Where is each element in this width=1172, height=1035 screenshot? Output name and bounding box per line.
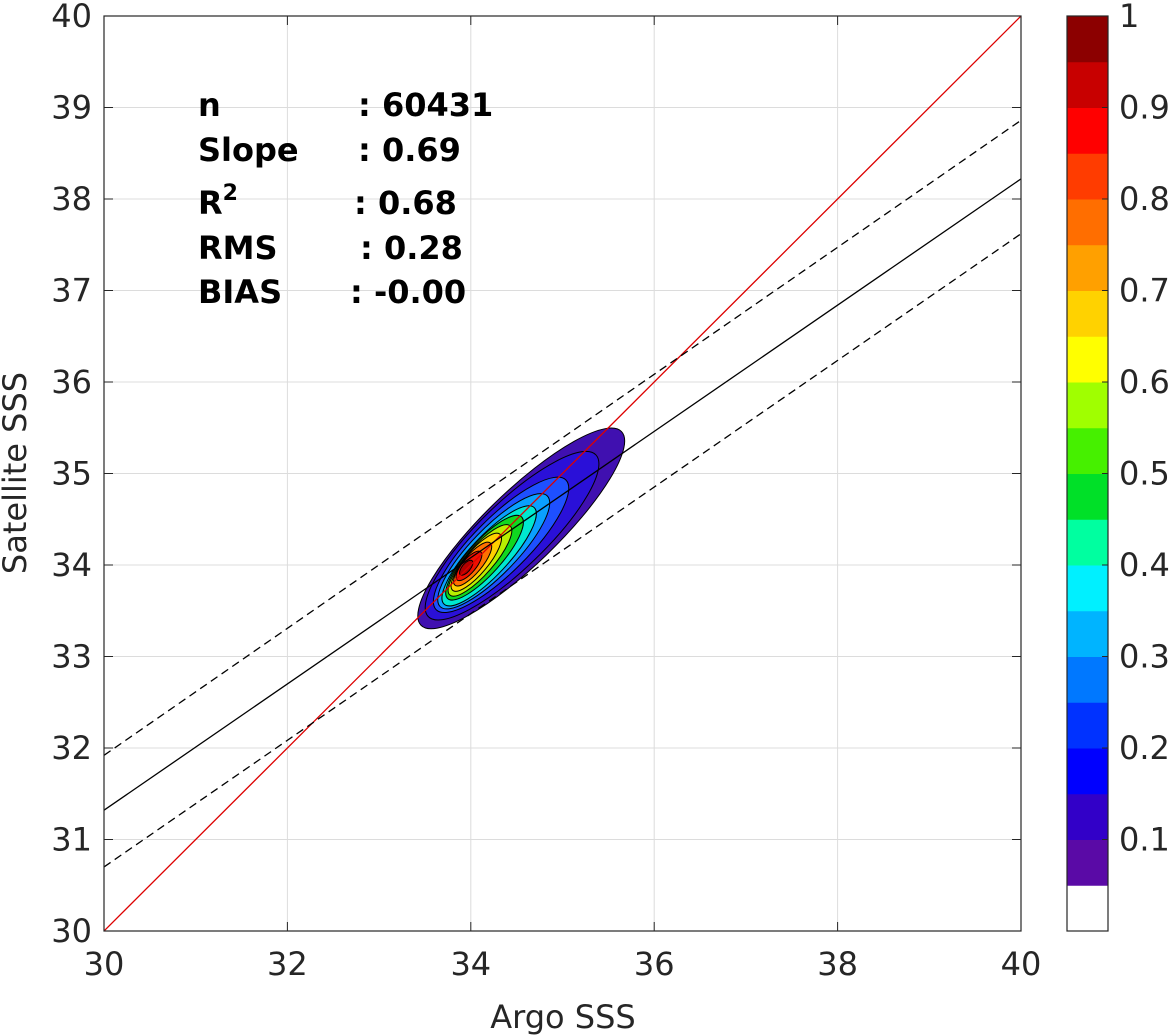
colorbar-tick-label: 1 bbox=[1119, 0, 1139, 35]
colorbar-segment bbox=[1067, 565, 1108, 612]
upper-bound-line bbox=[104, 119, 1021, 756]
y-tick-label: 36 bbox=[51, 363, 92, 401]
colorbar-tick-label: 0.3 bbox=[1119, 638, 1170, 676]
x-tick-label: 38 bbox=[817, 945, 858, 983]
density-contours bbox=[417, 427, 626, 630]
stat-value: : 0.68 bbox=[354, 184, 457, 222]
y-tick-label: 35 bbox=[51, 455, 92, 493]
colorbar-segment bbox=[1067, 336, 1108, 383]
y-tick-label: 37 bbox=[51, 272, 92, 310]
colorbar-segment bbox=[1067, 61, 1108, 108]
colorbar-segment bbox=[1067, 519, 1108, 566]
colorbar-segment bbox=[1067, 199, 1108, 246]
colorbar-tick-label: 0.5 bbox=[1119, 455, 1170, 493]
stat-value: : 0.28 bbox=[360, 229, 463, 267]
colorbar-segment bbox=[1067, 473, 1108, 520]
stat-value: : 60431 bbox=[358, 86, 493, 124]
y-tick-label: 39 bbox=[51, 89, 92, 127]
colorbar-segment bbox=[1067, 244, 1108, 291]
x-tick-label: 40 bbox=[1001, 945, 1042, 983]
colorbar-tick-label: 0.8 bbox=[1119, 180, 1170, 218]
y-tick-label: 31 bbox=[51, 821, 92, 859]
x-axis-label: Argo SSS bbox=[490, 998, 635, 1035]
colorbar-tick-label: 0.2 bbox=[1119, 729, 1170, 767]
fit-lines bbox=[104, 16, 1021, 931]
colorbar-segment bbox=[1067, 793, 1108, 840]
y-tick-label: 32 bbox=[51, 729, 92, 767]
colorbar-segment bbox=[1067, 153, 1108, 200]
colorbar-segment bbox=[1067, 885, 1108, 932]
stat-label: n bbox=[198, 86, 221, 124]
axes: 30 32 34 36 38 40 30 31 32 33 34 35 36 37 38 39 40 bbox=[51, 0, 1041, 983]
colorbar-segment bbox=[1067, 427, 1108, 474]
colorbar: 0.1 0.2 0.3 0.4 0.5 0.6 0.7 0.8 0.9 1 bbox=[1066, 0, 1170, 932]
one-to-one-line bbox=[104, 16, 1021, 931]
colorbar-segment bbox=[1067, 839, 1108, 886]
colorbar-tick-label: 0.1 bbox=[1119, 821, 1170, 859]
stat-label: RMS bbox=[198, 229, 278, 267]
colorbar-tick-label: 0.7 bbox=[1119, 272, 1170, 310]
lower-bound-line bbox=[104, 233, 1021, 868]
colorbar-segment bbox=[1067, 610, 1108, 657]
stats-box: n : 60431 Slope : 0.69 R2 : 0.68 RMS : 0.28 BIAS… bbox=[198, 86, 493, 311]
x-tick-label: 34 bbox=[450, 945, 491, 983]
colorbar-segment bbox=[1067, 290, 1108, 337]
colorbar-segment bbox=[1067, 702, 1108, 749]
x-tick-label: 30 bbox=[84, 945, 125, 983]
stat-superscript: 2 bbox=[223, 181, 238, 206]
y-tick-label: 38 bbox=[51, 180, 92, 218]
x-tick-label: 32 bbox=[267, 945, 308, 983]
colorbar-tick-label: 0.6 bbox=[1119, 363, 1170, 401]
y-tick-label: 33 bbox=[51, 638, 92, 676]
stat-label: R2 bbox=[198, 181, 238, 222]
colorbar-segment bbox=[1067, 107, 1108, 154]
colorbar-segment bbox=[1067, 748, 1108, 795]
y-tick-label: 34 bbox=[51, 546, 92, 584]
y-tick-label: 40 bbox=[51, 0, 92, 35]
x-tick-label: 36 bbox=[634, 945, 675, 983]
stat-value: : -0.00 bbox=[350, 273, 466, 311]
colorbar-tick-label: 0.4 bbox=[1119, 546, 1170, 584]
stat-value: : 0.69 bbox=[358, 131, 461, 169]
stat-label: Slope bbox=[198, 131, 299, 169]
stat-label: BIAS bbox=[198, 273, 282, 311]
regression-line bbox=[104, 178, 1021, 811]
colorbar-segment bbox=[1067, 656, 1108, 703]
y-tick-label: 30 bbox=[51, 912, 92, 950]
colorbar-tick-label: 0.9 bbox=[1119, 89, 1170, 127]
y-axis-label: Satellite SSS bbox=[0, 372, 34, 574]
colorbar-segment bbox=[1067, 382, 1108, 429]
colorbar-segment bbox=[1067, 16, 1108, 63]
